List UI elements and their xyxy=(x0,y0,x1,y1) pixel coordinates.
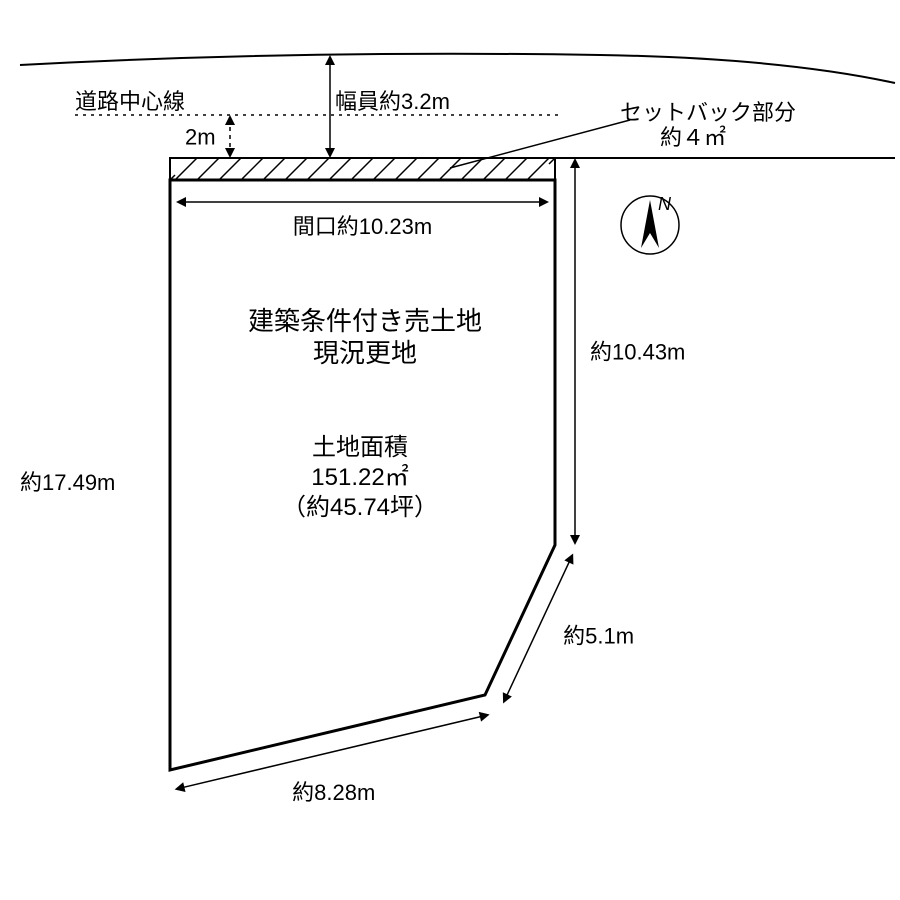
hatch-line xyxy=(505,158,527,180)
compass-needle xyxy=(641,200,659,248)
setback-callout-line xyxy=(450,120,630,168)
road-center-label: 道路中心線 xyxy=(75,89,185,114)
hatch-line xyxy=(307,158,329,180)
arrowhead xyxy=(325,148,335,158)
hatch-line xyxy=(527,158,549,180)
bottom-label: 約8.28m xyxy=(292,780,375,805)
hatch-line xyxy=(241,158,263,180)
diagonal-label: 約5.1m xyxy=(563,623,634,648)
arrowhead xyxy=(479,712,490,722)
arrowhead xyxy=(325,55,335,65)
title-line-2: 現況更地 xyxy=(313,338,417,368)
hatch-line xyxy=(395,158,417,180)
hatch-line xyxy=(483,158,505,180)
arrowhead xyxy=(176,197,186,207)
left-side-label: 約17.49m xyxy=(20,470,115,495)
arrowhead xyxy=(539,197,549,207)
setback-label-2: 約４㎡ xyxy=(660,125,726,150)
bottom-arrow xyxy=(180,716,483,788)
setback-label-1: セットバック部分 xyxy=(620,100,796,125)
hatch-line xyxy=(197,158,219,180)
hatch-line xyxy=(439,158,461,180)
arrowhead xyxy=(175,782,186,792)
hatch-line xyxy=(263,158,285,180)
hatch-line xyxy=(285,158,307,180)
area-line-2: 151.22㎡ xyxy=(311,464,408,491)
right-side-label: 約10.43m xyxy=(590,340,685,365)
road-edge-top xyxy=(20,54,895,83)
frontage-label: 間口約10.23m xyxy=(293,214,432,239)
hatch-line xyxy=(373,158,395,180)
area-line-1: 土地面積 xyxy=(312,434,408,461)
setback-2m-label: 2m xyxy=(185,125,216,150)
hatch-line xyxy=(219,158,241,180)
arrowhead xyxy=(225,115,235,125)
hatch-line xyxy=(329,158,351,180)
hatch-line xyxy=(461,158,483,180)
area-line-3: （約45.74坪） xyxy=(282,494,438,521)
road-width-label: 幅員約3.2m xyxy=(335,89,450,114)
hatch-line xyxy=(417,158,439,180)
title-line-1: 建築条件付き売土地 xyxy=(248,306,482,336)
hatch-line xyxy=(351,158,373,180)
arrowhead xyxy=(570,158,580,168)
arrowhead xyxy=(570,535,580,545)
compass-n-label: N xyxy=(658,194,672,214)
arrowhead xyxy=(225,148,235,158)
hatch-line xyxy=(175,158,197,180)
